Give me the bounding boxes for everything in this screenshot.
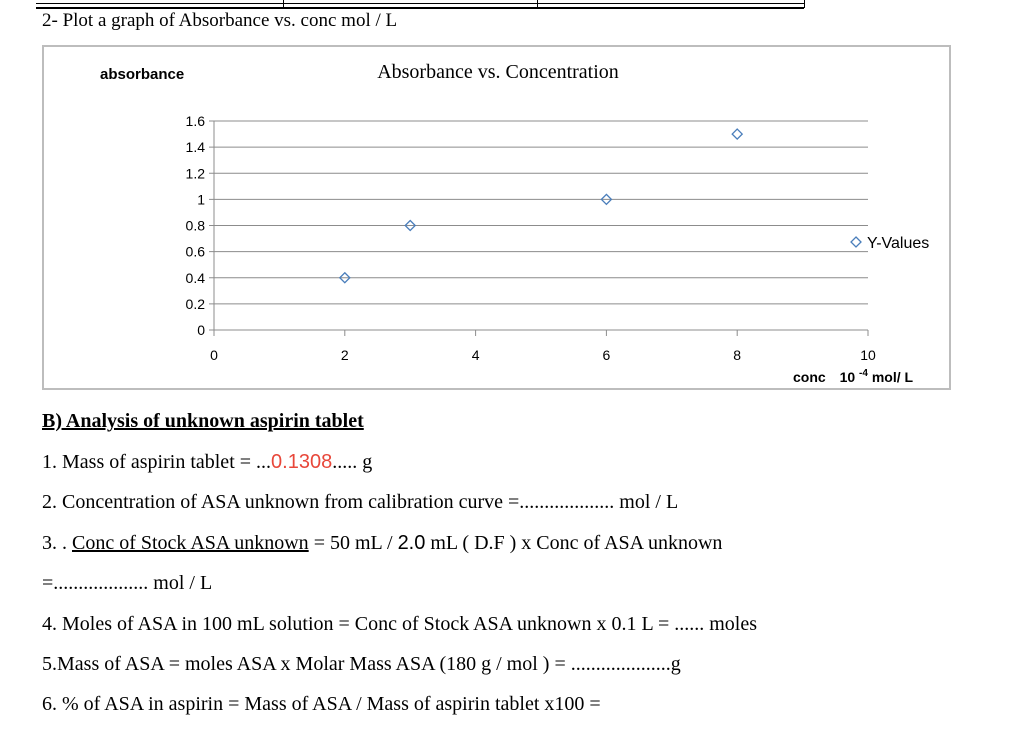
question-2-text: 2- Plot a graph of Absorbance vs. conc m…	[42, 10, 398, 31]
line-4-moles: 4. Moles of ASA in 100 mL solution = Con…	[42, 613, 757, 635]
x-tick-labels: 0 2 4 6 8 10	[210, 347, 876, 363]
x-tick-label-2: 4	[472, 347, 480, 363]
table-top-border	[36, 3, 804, 4]
chart-title: Absorbance vs. Concentration	[377, 61, 619, 83]
y-tick-label-7: 1.4	[186, 139, 206, 155]
line-1-prefix: 1. Mass of aspirin tablet = ...	[42, 451, 272, 473]
legend-label: Y-Values	[867, 235, 929, 252]
y-tick-label-4: 0.8	[186, 218, 206, 234]
line-3-stock-conc: 3. . Conc of Stock ASA unknown = 50 mL /…	[42, 532, 722, 555]
chart-gridlines	[214, 120, 868, 305]
y-tick-label-5: 1	[197, 191, 205, 207]
table-divider-1	[283, 0, 284, 8]
y-tick-label-8: 1.6	[186, 113, 206, 129]
data-point-3	[731, 128, 744, 140]
x-tick-label-0: 0	[210, 347, 218, 363]
line-5-mass-asa: 5.Mass of ASA = moles ASA x Molar Mass A…	[42, 653, 681, 675]
legend-marker-icon	[850, 236, 862, 248]
y-tick-label-2: 0.4	[186, 270, 206, 286]
line-2-concentration: 2. Concentration of ASA unknown from cal…	[42, 491, 679, 513]
line-3-prefix: 3. .	[42, 532, 72, 554]
section-b-heading-text: B) Analysis of unknown aspirin tablet	[42, 410, 364, 432]
chart-frame: 0 0.2 0.4 0.6 0.8 1 1.2 1.4 1.6 0 2 4 6 8 10 Absorban…	[42, 45, 951, 390]
x-axis-label-main: conc	[793, 369, 826, 385]
table-bottom-border	[36, 7, 804, 9]
line-1-mass-tablet: 1. Mass of aspirin tablet = ...0.1308...…	[42, 451, 372, 474]
y-axis-label: absorbance	[100, 66, 184, 83]
y-tick-label-6: 1.2	[186, 165, 206, 181]
y-tick-label-1: 0.2	[186, 296, 206, 312]
legend: Y-Values	[850, 235, 929, 252]
chart-axes	[209, 120, 869, 336]
table-divider-2	[537, 0, 538, 8]
line-3-mid1: = 50 mL /	[308, 532, 398, 554]
line-3-mid2: mL ( D.F ) x Conc of ASA unknown	[425, 532, 723, 554]
data-point-1	[404, 219, 417, 232]
x-tick-label-3: 6	[603, 347, 611, 363]
line-6-percent-asa: 6. % of ASA in aspirin = Mass of ASA / M…	[42, 693, 601, 715]
line-3-underlined: Conc of Stock ASA unknown	[72, 532, 309, 554]
x-tick-label-4: 8	[733, 347, 741, 363]
x-axis-unit-tail: mol/ L	[872, 369, 914, 385]
x-axis-unit-exponent: -4	[859, 368, 868, 379]
dilution-factor-value: 2.0	[397, 532, 426, 554]
x-tick-label-5: 10	[860, 347, 876, 363]
x-axis-label: conc 10 -4 mol/ L	[793, 363, 914, 385]
x-axis-unit-base: 10	[840, 369, 856, 385]
tablet-mass-value: 0.1308	[271, 451, 333, 473]
x-tick-label-1: 2	[341, 347, 349, 363]
data-points	[338, 128, 744, 284]
y-tick-labels: 0 0.2 0.4 0.6 0.8 1 1.2 1.4 1.6	[186, 113, 206, 338]
table-right-edge	[804, 0, 805, 8]
y-tick-label-0: 0	[197, 322, 205, 338]
section-b-heading: B) Analysis of unknown aspirin tablet	[42, 410, 364, 433]
data-point-2	[600, 193, 613, 206]
data-point-0	[338, 271, 351, 284]
line-3b-result: =................... mol / L	[42, 572, 213, 594]
y-tick-label-3: 0.6	[186, 244, 206, 260]
line-1-suffix: ..... g	[332, 451, 373, 473]
absorbance-chart: 0 0.2 0.4 0.6 0.8 1 1.2 1.4 1.6 0 2 4 6 8 10 Absorban…	[100, 61, 929, 385]
